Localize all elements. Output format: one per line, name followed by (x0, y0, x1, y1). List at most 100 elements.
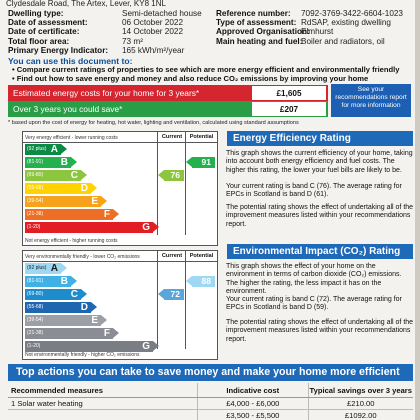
rating-band-f: (21-38) F (25, 209, 119, 220)
ee-paragraph-3: The potential rating shows the effect of… (226, 204, 414, 228)
band-range: (21-38) (27, 330, 44, 336)
rating-band-d: (55-68) D (25, 302, 97, 313)
measure-cell (8, 410, 197, 420)
band-letter: D (80, 302, 88, 313)
band-letter: F (103, 328, 110, 339)
rating-band-f: (21-38) F (25, 328, 119, 339)
chart-bottom-label: Not environmentally friendly - higher CO… (25, 352, 140, 358)
info-value: Elmhurst (301, 27, 334, 37)
band-tip (153, 341, 159, 351)
band-letter: B (60, 276, 68, 287)
band-range: (92 plus) (27, 146, 47, 152)
page-edge (415, 0, 420, 420)
band-tip (153, 222, 159, 232)
info-row: Approved Organisation: Elmhurst (216, 27, 403, 36)
header-measures: Recommended measures (11, 385, 104, 395)
savings-bar: Over 3 years you could save* £207 (8, 101, 328, 117)
estimated-cost-value: £1,605 (252, 86, 326, 100)
ei-paragraph-2: Your current rating is band C (72). The … (226, 296, 402, 312)
band-tip (113, 328, 119, 338)
column-divider (157, 142, 158, 235)
rating-band-g: (1-20) G (25, 341, 159, 352)
band-range: (1-20) (27, 343, 41, 349)
band-tip (71, 276, 77, 286)
rating-band-b: (81-91) B (25, 157, 77, 168)
savings-label: Over 3 years you could save* (13, 104, 123, 114)
info-row: Primary Energy Indicator: 165 kWh/m²/year (8, 46, 202, 55)
ei-paragraph-3: The potential rating shows the effect of… (226, 319, 414, 343)
environmental-impact-chart: Very environmentally friendly - lower CO… (22, 250, 218, 360)
chart-top-label: Very environmentally friendly - lower CO… (25, 254, 140, 260)
info-label: Date of certificate: (8, 27, 80, 37)
band-range: (55-68) (27, 185, 44, 191)
info-row: Date of certificate: 14 October 2022 (8, 27, 202, 36)
table-row: 1 Solar water heating £4,000 - £6,000 £2… (8, 398, 413, 410)
band-tip (101, 196, 107, 206)
info-value: 06 October 2022 (122, 18, 183, 28)
band-letter: C (70, 170, 78, 181)
band-range: (39-54) (27, 198, 44, 204)
info-label: Total floor area: (8, 36, 70, 46)
info-row: Date of assessment: 06 October 2022 (8, 18, 202, 27)
ee-paragraph-1: This graph shows the current efficiency … (226, 150, 413, 174)
bullet-item: Find out how to save energy and money an… (12, 74, 400, 84)
info-label: Reference number: (216, 9, 291, 18)
cost-cell: £3,500 - £5,500 (197, 410, 307, 420)
info-row: Dwelling type: Semi-detached house (8, 9, 202, 18)
column-divider (185, 142, 186, 235)
band-letter: E (91, 315, 98, 326)
info-label: Approved Organisation: (216, 27, 310, 37)
info-value: Boiler and radiators, oil (301, 36, 385, 46)
band-letter: G (142, 222, 150, 233)
address-header: Clydesdale Road, The Artex, Lever, KY8 1… (6, 0, 166, 8)
ei-paragraph-1: This graph shows the effect of your home… (226, 263, 402, 295)
cost-cell: £4,000 - £6,000 (197, 398, 307, 409)
band-tip (113, 209, 119, 219)
rating-band-e: (39-54) E (25, 315, 107, 326)
potential-column-header: Potential (185, 132, 217, 142)
energy-efficiency-chart: Very energy efficient - lower running co… (22, 131, 218, 246)
current-column-header: Current (157, 251, 186, 261)
band-letter: B (60, 157, 68, 168)
ee-paragraph-2: Your current rating is band C (76). The … (226, 183, 402, 199)
band-letter: E (91, 196, 98, 207)
band-letter: C (70, 289, 78, 300)
info-value: RdSAP, existing dwelling (301, 18, 391, 28)
rating-band-a: (92 plus) A (25, 144, 67, 155)
band-range: (1-20) (27, 224, 41, 230)
band-tip (91, 302, 97, 312)
property-info-left: Dwelling type: Semi-detached house Date of… (8, 9, 202, 55)
property-info-right: Reference number: 7092-3769-3422-6604-102… (216, 9, 403, 46)
info-label: Type of assessment: (216, 18, 297, 28)
band-range: (39-54) (27, 317, 44, 323)
header-cost: Indicative cost (197, 383, 307, 397)
column-divider (185, 261, 186, 349)
band-letter: A (50, 263, 58, 274)
band-tip (61, 144, 67, 154)
band-tip (91, 183, 97, 193)
use-bullets: Compare current ratings of properties to… (12, 65, 400, 84)
band-letter: A (50, 144, 58, 155)
rating-band-d: (55-68) D (25, 183, 97, 194)
rating-band-c: (69-80) C (25, 170, 87, 181)
info-value: 7092-3769-3422-6604-1023 (301, 9, 403, 18)
info-label: Primary Energy Indicator: (8, 45, 109, 55)
band-tip (81, 289, 87, 299)
info-value: 73 m² (122, 36, 143, 46)
info-row: Type of assessment: RdSAP, existing dwell… (216, 18, 403, 27)
info-value: Semi-detached house (122, 9, 202, 18)
band-range: (81-91) (27, 159, 44, 165)
rating-band-e: (39-54) E (25, 196, 107, 207)
table-row: £3,500 - £5,500 £1092.00 (8, 410, 413, 420)
estimated-cost-bar: Estimated energy costs for your home for… (8, 85, 328, 101)
chart-header: Very environmentally friendly - lower CO… (23, 251, 217, 262)
rating-band-c: (69-80) C (25, 289, 87, 300)
top-actions-banner: Top actions you can take to save money a… (8, 364, 413, 381)
recommendations-table: Recommended measures Indicative cost Typ… (8, 383, 413, 420)
band-tip (101, 315, 107, 325)
bullet-item: Compare current ratings of properties to… (12, 65, 400, 75)
info-label: Main heating and fuel: (216, 36, 303, 46)
band-range: (81-91) (27, 278, 44, 284)
column-divider (157, 261, 158, 349)
potential-rating-arrow: 91 (186, 157, 215, 168)
